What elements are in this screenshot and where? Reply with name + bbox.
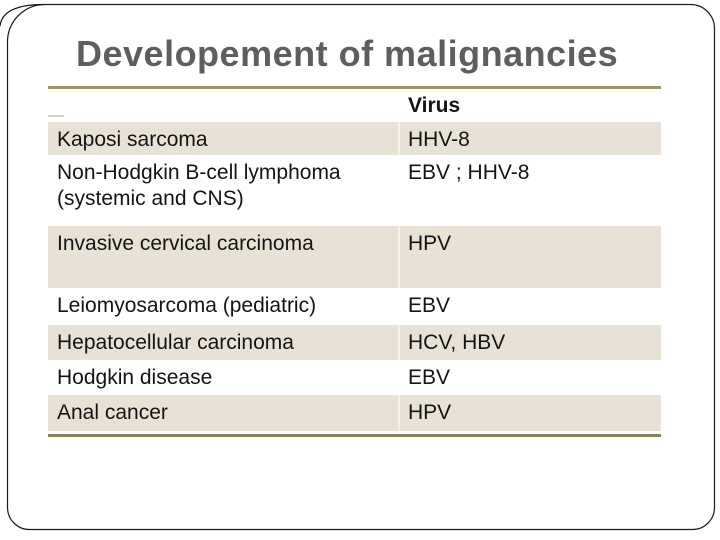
column-divider <box>398 394 400 431</box>
virus-cell: EBV <box>408 365 451 389</box>
title-underline <box>48 86 661 89</box>
table-bottom-border <box>48 433 661 437</box>
table-row: Hodgkin disease EBV <box>48 360 661 395</box>
virus-cell: EBV <box>408 293 451 317</box>
disease-cell: Leiomyosarcoma (pediatric) <box>57 293 317 317</box>
header-left-dash <box>48 114 64 117</box>
table-header-row: Virus <box>48 89 661 122</box>
virus-cell: HHV-8 <box>400 121 661 155</box>
disease-cell: Non-Hodgkin B-cell lymphoma (systemic an… <box>57 160 341 210</box>
disease-cell: Kaposi sarcoma <box>48 121 398 155</box>
table-row: Anal cancer HPV <box>48 394 661 431</box>
disease-cell: Hodgkin disease <box>57 365 213 389</box>
virus-cell: HPV <box>400 394 661 431</box>
column-divider <box>398 225 400 288</box>
table-row: Invasive cervical carcinoma HPV <box>48 225 661 288</box>
virus-cell: EBV ; HHV-8 <box>408 160 530 184</box>
malignancy-virus-table: Virus Kaposi sarcoma HHV-8 Non-Hodgkin B… <box>48 89 661 431</box>
table-row: Non-Hodgkin B-cell lymphoma (systemic an… <box>48 155 661 226</box>
table-row: Leiomyosarcoma (pediatric) EBV <box>48 288 661 325</box>
column-divider <box>398 121 400 155</box>
disease-cell: Invasive cervical carcinoma <box>48 225 398 288</box>
disease-cell: Hepatocellular carcinoma <box>48 324 398 360</box>
table-row: Kaposi sarcoma HHV-8 <box>48 121 661 155</box>
column-divider <box>398 324 400 360</box>
slide-title: Developement of malignancies <box>76 33 619 74</box>
table-row: Hepatocellular carcinoma HCV, HBV <box>48 324 661 360</box>
virus-cell: HCV, HBV <box>400 324 661 360</box>
header-disease-cell <box>48 89 398 122</box>
disease-cell: Anal cancer <box>48 394 398 431</box>
virus-cell: HPV <box>400 225 661 288</box>
header-virus-cell: Virus <box>408 93 461 117</box>
